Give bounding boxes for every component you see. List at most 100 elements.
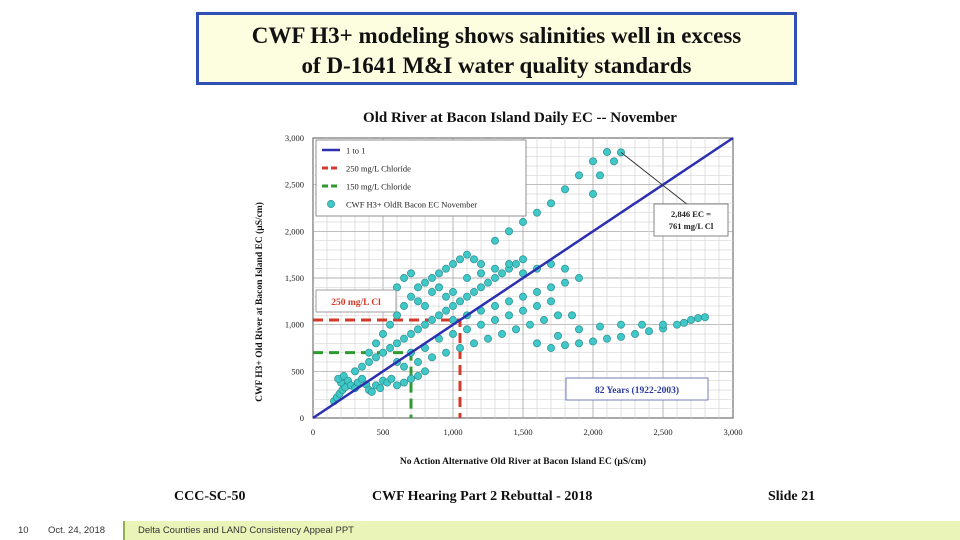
data-point xyxy=(449,302,457,310)
data-point xyxy=(414,325,422,334)
data-point xyxy=(498,330,506,338)
data-point xyxy=(379,348,387,357)
data-point xyxy=(463,250,471,259)
data-point xyxy=(428,316,436,324)
data-point xyxy=(393,283,401,292)
data-point xyxy=(407,330,415,338)
data-point xyxy=(561,341,569,350)
data-point xyxy=(631,330,639,338)
legend-swatch xyxy=(327,200,335,208)
data-point xyxy=(442,306,450,315)
data-point xyxy=(484,278,492,287)
data-point xyxy=(393,381,401,390)
data-point xyxy=(694,314,702,323)
legend-label: 250 mg/L Chloride xyxy=(346,164,411,174)
data-point xyxy=(407,292,415,301)
data-point xyxy=(519,218,527,226)
data-point xyxy=(414,372,422,380)
data-point xyxy=(470,288,478,296)
slide-title-line2: of D-1641 M&I water quality standards xyxy=(301,53,692,78)
data-point xyxy=(638,320,646,329)
data-point xyxy=(477,269,485,278)
data-point xyxy=(456,344,464,352)
y-axis-label: CWF H3+ Old River at Bacon Island EC (µS… xyxy=(254,202,265,402)
data-point xyxy=(400,334,408,343)
legend-label: 150 mg/L Chloride xyxy=(346,182,411,192)
data-point xyxy=(645,327,653,336)
chart-title: Old River at Bacon Island Daily EC -- No… xyxy=(363,110,677,126)
data-point xyxy=(575,325,583,334)
x-axis-label: No Action Alternative Old River at Bacon… xyxy=(400,456,646,467)
data-point xyxy=(456,255,464,264)
data-points xyxy=(312,136,734,420)
data-point xyxy=(659,320,667,329)
data-point xyxy=(589,157,597,166)
period-text: 82 Years (1922-2003) xyxy=(595,385,679,396)
data-point xyxy=(561,278,569,287)
data-point xyxy=(421,320,429,329)
chart-legend: 1 to 1 250 mg/L Chloride 150 mg/L Chloride… xyxy=(315,139,527,217)
y-tick-label: 2,000 xyxy=(285,226,304,236)
presentation-name: Delta Counties and LAND Consistency Appe… xyxy=(138,525,354,536)
x-tick-label: 2,500 xyxy=(653,427,672,437)
y-tick-label: 500 xyxy=(291,366,304,376)
data-point xyxy=(477,260,485,268)
axis-ticks: 0 500 1,000 1,500 2,000 2,500 3,000 0 500 1,000 1,… xyxy=(285,133,743,437)
data-point xyxy=(512,325,520,334)
data-point xyxy=(547,297,555,306)
data-point xyxy=(554,311,562,320)
data-point xyxy=(400,378,408,387)
data-point xyxy=(358,362,366,371)
data-point xyxy=(442,264,450,273)
data-point xyxy=(414,358,422,366)
data-point xyxy=(421,302,429,310)
data-point xyxy=(505,260,513,268)
data-point xyxy=(491,236,499,245)
data-point xyxy=(386,320,394,329)
data-point xyxy=(533,339,541,348)
data-point xyxy=(435,283,443,292)
data-point xyxy=(484,334,492,343)
data-point xyxy=(526,320,534,329)
slide-title-line1: CWF H3+ modeling shows salinities well i… xyxy=(251,23,742,48)
data-point xyxy=(372,339,380,348)
data-point xyxy=(470,255,478,264)
data-point xyxy=(477,283,485,292)
footer-left: CCC-SC-50 xyxy=(174,489,246,504)
x-tick-label: 2,000 xyxy=(583,427,602,437)
data-point xyxy=(470,339,478,348)
data-point xyxy=(512,260,520,268)
data-point xyxy=(603,148,611,156)
data-point xyxy=(575,171,583,180)
data-point xyxy=(575,339,583,348)
data-point xyxy=(533,302,541,310)
data-point xyxy=(477,320,485,329)
data-point xyxy=(505,227,513,236)
data-point xyxy=(386,344,394,352)
legend-box xyxy=(315,139,527,217)
footer-center: CWF Hearing Part 2 Rebuttal - 2018 xyxy=(372,489,593,504)
data-point xyxy=(449,330,457,338)
data-point xyxy=(617,332,625,341)
data-point xyxy=(428,274,436,282)
data-point xyxy=(435,269,443,278)
data-point xyxy=(561,185,569,194)
data-point xyxy=(365,348,373,357)
data-point xyxy=(414,283,422,292)
date-label: Oct. 24, 2018 xyxy=(48,525,106,536)
x-tick-label: 1,500 xyxy=(513,427,532,437)
scatter-chart: Old River at Bacon Island Daily EC -- No… xyxy=(254,110,743,467)
data-point xyxy=(491,316,499,324)
one-to-one-line xyxy=(312,136,734,420)
page-number: 10 xyxy=(18,525,29,536)
data-point xyxy=(421,278,429,287)
y-tick-label: 0 xyxy=(300,413,304,423)
y-tick-label: 2,500 xyxy=(285,180,304,190)
data-point xyxy=(351,367,359,376)
data-point xyxy=(617,320,625,329)
data-point xyxy=(463,325,471,334)
data-point xyxy=(393,311,401,320)
data-point xyxy=(519,255,527,264)
data-point xyxy=(673,320,681,329)
data-point xyxy=(449,288,457,296)
